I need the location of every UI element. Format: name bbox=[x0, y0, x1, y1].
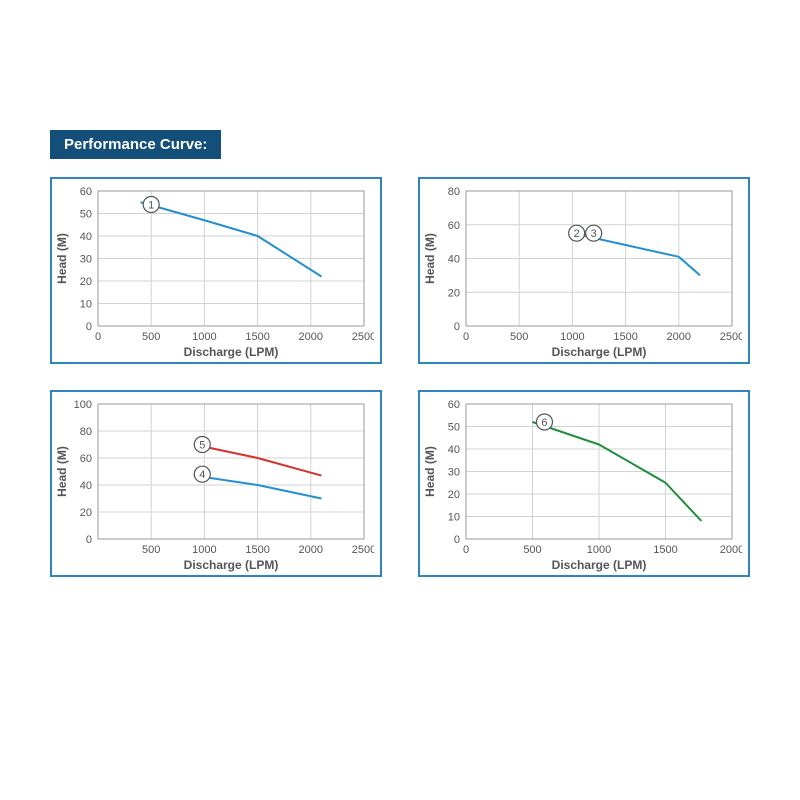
svg-text:2500: 2500 bbox=[352, 331, 374, 343]
svg-text:80: 80 bbox=[80, 426, 92, 438]
svg-text:Discharge (LPM): Discharge (LPM) bbox=[184, 345, 279, 359]
svg-text:6: 6 bbox=[541, 417, 547, 429]
svg-text:2: 2 bbox=[574, 228, 580, 240]
svg-text:1000: 1000 bbox=[560, 331, 584, 343]
svg-text:0: 0 bbox=[454, 321, 460, 333]
svg-text:80: 80 bbox=[448, 186, 460, 198]
chart-panel-2: 23 0 20 40 60 80 0 500 1000 1500 2000 2500 Head (M) D… bbox=[418, 177, 750, 364]
svg-text:500: 500 bbox=[142, 544, 160, 556]
svg-text:40: 40 bbox=[448, 254, 460, 266]
svg-text:1500: 1500 bbox=[653, 544, 677, 556]
svg-text:1500: 1500 bbox=[613, 331, 637, 343]
svg-text:Discharge (LPM): Discharge (LPM) bbox=[552, 345, 647, 359]
svg-text:20: 20 bbox=[80, 276, 92, 288]
svg-text:40: 40 bbox=[80, 480, 92, 492]
svg-text:60: 60 bbox=[448, 399, 460, 411]
svg-text:40: 40 bbox=[448, 444, 460, 456]
svg-text:0: 0 bbox=[454, 534, 460, 546]
charts-grid: 1010203040506005001000150020002500Head (… bbox=[50, 177, 750, 577]
svg-text:5: 5 bbox=[199, 440, 205, 452]
svg-text:50: 50 bbox=[448, 422, 460, 434]
svg-text:2000: 2000 bbox=[667, 331, 691, 343]
svg-text:30: 30 bbox=[80, 254, 92, 266]
svg-text:1500: 1500 bbox=[245, 544, 269, 556]
svg-text:1: 1 bbox=[148, 200, 154, 212]
svg-text:0: 0 bbox=[463, 544, 469, 556]
svg-text:40: 40 bbox=[80, 231, 92, 243]
svg-text:4: 4 bbox=[199, 469, 205, 481]
svg-text:Head (M): Head (M) bbox=[423, 233, 437, 284]
svg-text:3: 3 bbox=[591, 228, 597, 240]
svg-text:Discharge (LPM): Discharge (LPM) bbox=[552, 558, 647, 572]
svg-text:500: 500 bbox=[523, 544, 541, 556]
svg-text:0: 0 bbox=[95, 331, 101, 343]
svg-text:1000: 1000 bbox=[192, 544, 216, 556]
svg-text:10: 10 bbox=[80, 299, 92, 311]
chart-panel-1: 1010203040506005001000150020002500Head (… bbox=[50, 177, 382, 364]
svg-text:500: 500 bbox=[142, 331, 160, 343]
svg-text:2500: 2500 bbox=[352, 544, 374, 556]
svg-text:Discharge (LPM): Discharge (LPM) bbox=[184, 558, 279, 572]
svg-text:2500: 2500 bbox=[720, 331, 742, 343]
svg-text:20: 20 bbox=[448, 287, 460, 299]
svg-text:1000: 1000 bbox=[587, 544, 611, 556]
svg-text:60: 60 bbox=[80, 186, 92, 198]
svg-text:0: 0 bbox=[463, 331, 469, 343]
svg-text:2000: 2000 bbox=[299, 544, 323, 556]
svg-text:Head (M): Head (M) bbox=[55, 446, 69, 497]
svg-text:0: 0 bbox=[86, 321, 92, 333]
svg-text:2000: 2000 bbox=[299, 331, 323, 343]
svg-text:100: 100 bbox=[74, 399, 92, 411]
svg-text:Head (M): Head (M) bbox=[423, 446, 437, 497]
svg-text:0: 0 bbox=[86, 534, 92, 546]
svg-text:20: 20 bbox=[80, 507, 92, 519]
section-title: Performance Curve: bbox=[50, 130, 221, 159]
svg-text:20: 20 bbox=[448, 489, 460, 501]
chart-panel-3: 540204060801005001000150020002500Head (M… bbox=[50, 390, 382, 577]
svg-text:1000: 1000 bbox=[192, 331, 216, 343]
svg-text:50: 50 bbox=[80, 209, 92, 221]
chart-panel-4: 601020304050600500100015002000Head (M)Di… bbox=[418, 390, 750, 577]
svg-text:1500: 1500 bbox=[245, 331, 269, 343]
svg-text:60: 60 bbox=[80, 453, 92, 465]
svg-text:2000: 2000 bbox=[720, 544, 742, 556]
svg-text:500: 500 bbox=[510, 331, 528, 343]
svg-text:10: 10 bbox=[448, 512, 460, 524]
svg-text:60: 60 bbox=[448, 220, 460, 232]
svg-text:30: 30 bbox=[448, 467, 460, 479]
svg-text:Head (M): Head (M) bbox=[55, 233, 69, 284]
